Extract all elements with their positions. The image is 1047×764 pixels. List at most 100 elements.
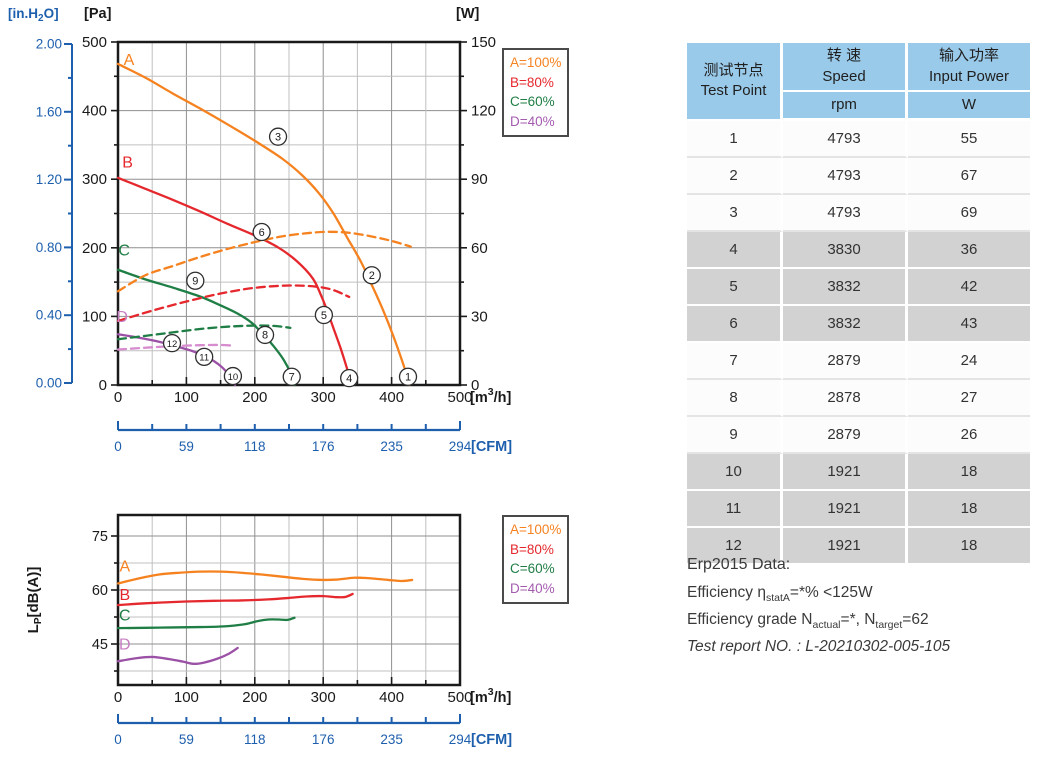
table-row: 7 2879 24: [687, 343, 1030, 380]
cell-speed-rpm: 2879: [783, 343, 908, 380]
x-axis-unit-m3h: [m3/h]: [470, 686, 511, 706]
point-marker-9: 9: [186, 271, 205, 290]
svg-text:235: 235: [380, 732, 403, 747]
svg-text:294: 294: [449, 439, 472, 454]
cell-speed-rpm: 4793: [783, 121, 908, 158]
curve-label-D: D: [116, 309, 128, 326]
legend-item-d: D=40%: [510, 580, 555, 596]
svg-text:100: 100: [82, 308, 107, 325]
y-axis-unit-inh2o: [in.H2O]: [8, 6, 59, 24]
cell-speed-rpm: 1921: [783, 491, 908, 528]
svg-text:11: 11: [199, 353, 209, 364]
curve-b-pressure-80-: [116, 176, 354, 387]
header-test-point-en: Test Point: [700, 82, 767, 99]
svg-text:7: 7: [289, 372, 295, 384]
svg-text:1.20: 1.20: [36, 172, 62, 187]
svg-text:12: 12: [167, 339, 178, 350]
svg-text:59: 59: [179, 439, 194, 454]
header-input-power: 输入功率 Input Power: [908, 43, 1030, 92]
axes: 45 60 75 0 100 200 300 400 500: [92, 529, 473, 706]
cell-test-point: 10: [687, 454, 783, 491]
svg-text:118: 118: [244, 439, 266, 454]
svg-text:3: 3: [275, 131, 281, 143]
svg-text:0: 0: [99, 377, 107, 394]
svg-text:300: 300: [82, 171, 107, 188]
svg-text:400: 400: [379, 689, 404, 706]
cell-input-power-w: 18: [908, 491, 1030, 528]
curve-c-input-power-60-: [116, 324, 292, 341]
cell-test-point: 8: [687, 380, 783, 417]
cell-input-power-w: 18: [908, 454, 1030, 491]
point-marker-12: 12: [162, 334, 182, 353]
header-speed: 转 速 Speed: [783, 43, 908, 92]
svg-text:200: 200: [242, 389, 267, 406]
svg-text:0: 0: [114, 689, 122, 706]
svg-text:300: 300: [311, 689, 336, 706]
svg-text:90: 90: [471, 171, 488, 188]
legend-item-b: B=80%: [510, 74, 554, 90]
cell-test-point: 11: [687, 491, 783, 528]
cfm-axis: 0 59 118 176 235 294 [CFM]: [114, 421, 512, 455]
svg-text:5: 5: [321, 310, 327, 322]
table-row: 11 1921 18: [687, 491, 1030, 528]
svg-text:0: 0: [114, 732, 122, 747]
cell-test-point: 3: [687, 195, 783, 232]
point-marker-3: 3: [268, 127, 288, 146]
table-row: 10 1921 18: [687, 454, 1030, 491]
x-axis-unit-m3h: [m3/h]: [470, 386, 511, 406]
svg-text:120: 120: [471, 103, 496, 120]
cell-test-point: 7: [687, 343, 783, 380]
svg-text:176: 176: [312, 732, 335, 747]
table-row: 1 4793 55: [687, 121, 1030, 158]
curve-a-noise-100-: [116, 570, 414, 585]
header-input-power-en: Input Power: [928, 67, 1010, 85]
curve-c-pressure-60-: [116, 268, 296, 387]
cell-test-point: 6: [687, 306, 783, 343]
svg-text:500: 500: [82, 34, 107, 51]
header-unit-rpm: rpm: [783, 92, 908, 121]
cell-speed-rpm: 1921: [783, 454, 908, 491]
erp-title: Erp2015 Data:: [687, 556, 791, 573]
curve-d-input-power-40-: [116, 343, 235, 351]
svg-text:[CFM]: [CFM]: [471, 732, 512, 748]
point-marker-11: 11: [195, 347, 214, 367]
y-axis-label-lp-dba: LP[dB(A)]: [25, 567, 44, 634]
noise-level-chart: 45 60 75 0 100 200 300 400 500 LP[dB(A)] [m3/h] 0 59…: [25, 513, 512, 748]
svg-text:200: 200: [82, 240, 107, 257]
curve-label-C: C: [118, 243, 130, 260]
svg-text:0.40: 0.40: [36, 308, 62, 323]
svg-text:60: 60: [92, 583, 108, 599]
erp-efficiency-line: Efficiency ηstatA=*% <125W: [687, 584, 873, 605]
point-marker-6: 6: [252, 222, 271, 242]
svg-text:400: 400: [82, 103, 107, 120]
curve-label-A: A: [124, 52, 135, 69]
svg-text:200: 200: [242, 689, 267, 706]
header-test-point: 测试节点 Test Point: [687, 43, 783, 121]
cell-speed-rpm: 4793: [783, 158, 908, 195]
svg-text:400: 400: [379, 389, 404, 406]
svg-text:0.80: 0.80: [36, 240, 62, 255]
svg-text:2: 2: [369, 270, 375, 282]
cell-input-power-w: 24: [908, 343, 1030, 380]
test-report-line: Test report NO. : L-20210302-005-105: [687, 638, 951, 656]
curve-label-C: C: [119, 608, 131, 625]
svg-text:118: 118: [244, 732, 266, 747]
test-point-table: 测试节点 Test Point 转 速 Speed 输入功率 Input Pow…: [687, 43, 1030, 565]
cell-input-power-w: 55: [908, 121, 1030, 158]
svg-text:294: 294: [449, 732, 472, 747]
cfm-axis: 0 59 118 176 235 294 [CFM]: [114, 714, 512, 748]
point-marker-5: 5: [314, 305, 334, 325]
cell-speed-rpm: 2879: [783, 417, 908, 454]
cell-speed-rpm: 3832: [783, 269, 908, 306]
curve-label-A: A: [120, 559, 131, 576]
svg-text:4: 4: [346, 373, 352, 385]
svg-text:9: 9: [192, 276, 198, 288]
svg-text:0.00: 0.00: [36, 376, 62, 391]
point-marker-8: 8: [255, 325, 275, 345]
legend-item-b: B=80%: [510, 541, 554, 557]
legend-item-d: D=40%: [510, 113, 555, 129]
point-marker-10: 10: [223, 366, 243, 386]
